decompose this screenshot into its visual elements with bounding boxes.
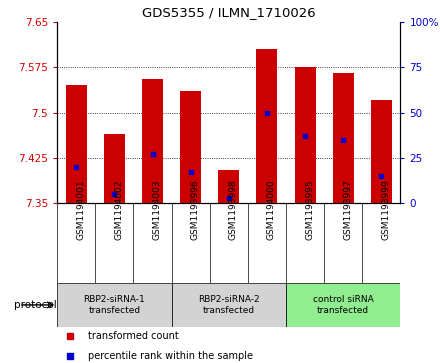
Text: GSM1194000: GSM1194000 [267, 179, 276, 240]
Text: percentile rank within the sample: percentile rank within the sample [88, 351, 253, 361]
Text: RBP2-siRNA-2
transfected: RBP2-siRNA-2 transfected [198, 295, 260, 315]
Bar [142, 79, 163, 203]
Bar [257, 49, 278, 203]
Text: control siRNA
transfected: control siRNA transfected [313, 295, 374, 315]
Bar [333, 73, 354, 203]
Text: protocol: protocol [15, 300, 57, 310]
Bar [57, 283, 172, 327]
Text: GSM1194002: GSM1194002 [114, 179, 123, 240]
Bar [286, 283, 400, 327]
Text: GSM1193996: GSM1193996 [191, 179, 200, 240]
Bar [295, 67, 315, 203]
Text: GSM1193998: GSM1193998 [229, 179, 238, 240]
Text: RBP2-siRNA-1
transfected: RBP2-siRNA-1 transfected [84, 295, 145, 315]
Text: GSM1193995: GSM1193995 [305, 179, 314, 240]
Text: GSM1193999: GSM1193999 [381, 179, 390, 240]
Text: GSM1193997: GSM1193997 [343, 179, 352, 240]
Text: GSM1194003: GSM1194003 [153, 179, 161, 240]
Bar [371, 101, 392, 203]
Bar [172, 283, 286, 327]
Bar [218, 170, 239, 203]
Text: GSM1194001: GSM1194001 [76, 179, 85, 240]
Bar [66, 85, 87, 203]
Text: transformed count: transformed count [88, 331, 179, 341]
Bar [180, 91, 201, 203]
Bar [104, 134, 125, 203]
Title: GDS5355 / ILMN_1710026: GDS5355 / ILMN_1710026 [142, 6, 315, 19]
